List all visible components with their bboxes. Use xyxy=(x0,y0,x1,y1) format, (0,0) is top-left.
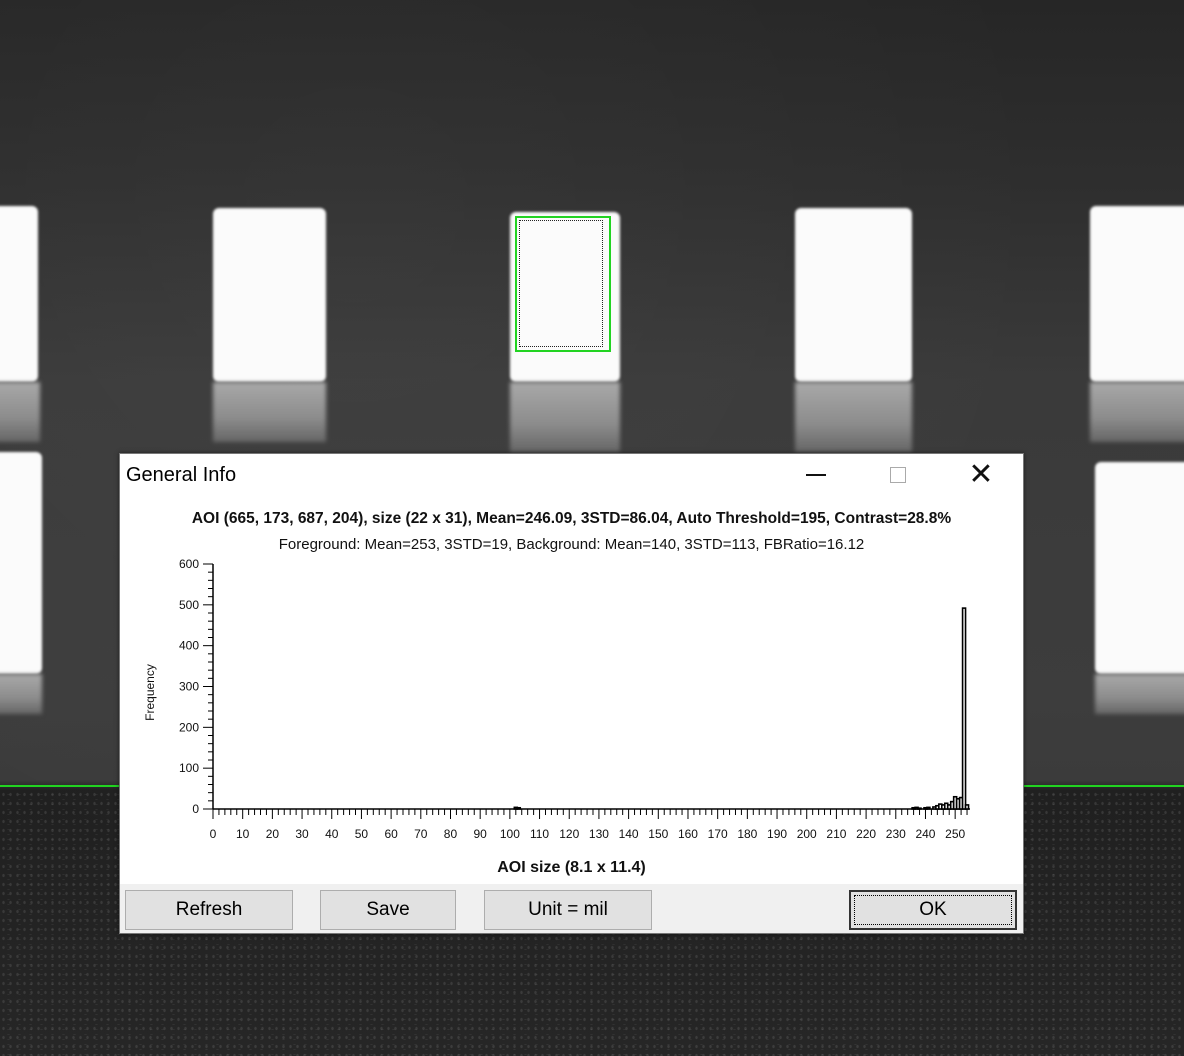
x-tick-label: 100 xyxy=(500,827,520,841)
y-tick-label: 200 xyxy=(179,720,199,734)
pad-band xyxy=(1090,382,1184,442)
aoi-selection-box[interactable] xyxy=(515,216,611,352)
histogram-bar xyxy=(964,804,970,810)
save-button[interactable]: Save xyxy=(320,890,456,930)
y-axis-label: Frequency xyxy=(143,664,157,721)
minimize-button[interactable] xyxy=(788,454,844,496)
x-tick-label: 40 xyxy=(325,827,339,841)
pad xyxy=(510,212,620,382)
x-tick-label: 200 xyxy=(797,827,817,841)
pad-band xyxy=(213,382,326,442)
pad xyxy=(0,206,38,382)
x-tick-label: 10 xyxy=(236,827,250,841)
aoi-stats: AOI (665, 173, 687, 204), size (22 x 31)… xyxy=(191,510,952,527)
x-tick-label: 230 xyxy=(886,827,906,841)
title-bar[interactable]: General Info ✕ xyxy=(120,454,1023,496)
pad xyxy=(213,208,326,382)
refresh-button[interactable]: Refresh xyxy=(125,890,293,930)
x-tick-label: 130 xyxy=(589,827,609,841)
y-tick-label: 500 xyxy=(179,598,199,612)
pad xyxy=(0,452,42,674)
maximize-icon xyxy=(890,467,906,483)
y-tick-label: 0 xyxy=(192,802,199,816)
pad xyxy=(1095,462,1184,674)
reference-line xyxy=(1023,785,1184,787)
pad xyxy=(795,208,912,382)
reference-line xyxy=(0,785,120,787)
x-tick-label: 220 xyxy=(856,827,876,841)
histogram-bar xyxy=(917,807,922,810)
pad-band xyxy=(0,674,42,714)
general-info-dialog: General Info ✕ AOI (665, 173, 687, 204),… xyxy=(119,453,1024,934)
y-tick-label: 600 xyxy=(179,557,199,571)
aoi-size-label: AOI size (8.1 x 11.4) xyxy=(497,859,646,876)
maximize-button[interactable] xyxy=(870,454,926,496)
dialog-title: General Info xyxy=(126,464,237,486)
x-tick-label: 250 xyxy=(945,827,965,841)
x-tick-label: 210 xyxy=(826,827,846,841)
x-tick-label: 70 xyxy=(414,827,428,841)
histogram-chart: 0 100 200 300 400 500 600 0 10 20 30 40 50 60 70 80 90 10… xyxy=(143,557,970,841)
x-tick-label: 170 xyxy=(708,827,728,841)
pad-band xyxy=(0,382,40,442)
x-tick-label: 140 xyxy=(619,827,639,841)
pad-band xyxy=(1095,674,1184,714)
x-tick-label: 110 xyxy=(530,827,549,841)
x-tick-label: 150 xyxy=(648,827,668,841)
close-button[interactable]: ✕ xyxy=(953,454,1009,496)
focus-rect xyxy=(854,895,1012,925)
x-tick-label: 80 xyxy=(444,827,458,841)
x-tick-label: 30 xyxy=(295,827,309,841)
x-tick-label: 60 xyxy=(384,827,398,841)
pad xyxy=(1090,206,1184,382)
x-tick-label: 190 xyxy=(767,827,787,841)
histogram-bar xyxy=(516,806,522,810)
x-tick-label: 0 xyxy=(210,827,217,841)
y-tick-label: 100 xyxy=(179,761,199,775)
x-tick-label: 120 xyxy=(559,827,579,841)
pad-band xyxy=(795,382,912,452)
button-bar: Refresh Save Unit = mil OK xyxy=(120,884,1023,933)
y-tick-label: 300 xyxy=(179,680,199,694)
x-tick-label: 240 xyxy=(915,827,935,841)
ok-button[interactable]: OK xyxy=(849,890,1017,930)
x-tick-label: 160 xyxy=(678,827,698,841)
foreground-background-stats: Foreground: Mean=253, 3STD=19, Backgroun… xyxy=(278,536,865,553)
x-tick-label: 50 xyxy=(355,827,369,841)
minimize-icon xyxy=(806,474,826,476)
histogram-bar xyxy=(961,607,967,810)
close-icon: ✕ xyxy=(968,457,994,492)
x-tick-label: 20 xyxy=(266,827,280,841)
x-tick-label: 180 xyxy=(737,827,757,841)
unit-button[interactable]: Unit = mil xyxy=(484,890,652,930)
ok-button-label: OK xyxy=(919,899,947,920)
y-tick-label: 400 xyxy=(179,639,199,653)
histogram-bar xyxy=(926,806,931,810)
x-tick-label: 90 xyxy=(473,827,487,841)
pad-band xyxy=(510,382,620,452)
